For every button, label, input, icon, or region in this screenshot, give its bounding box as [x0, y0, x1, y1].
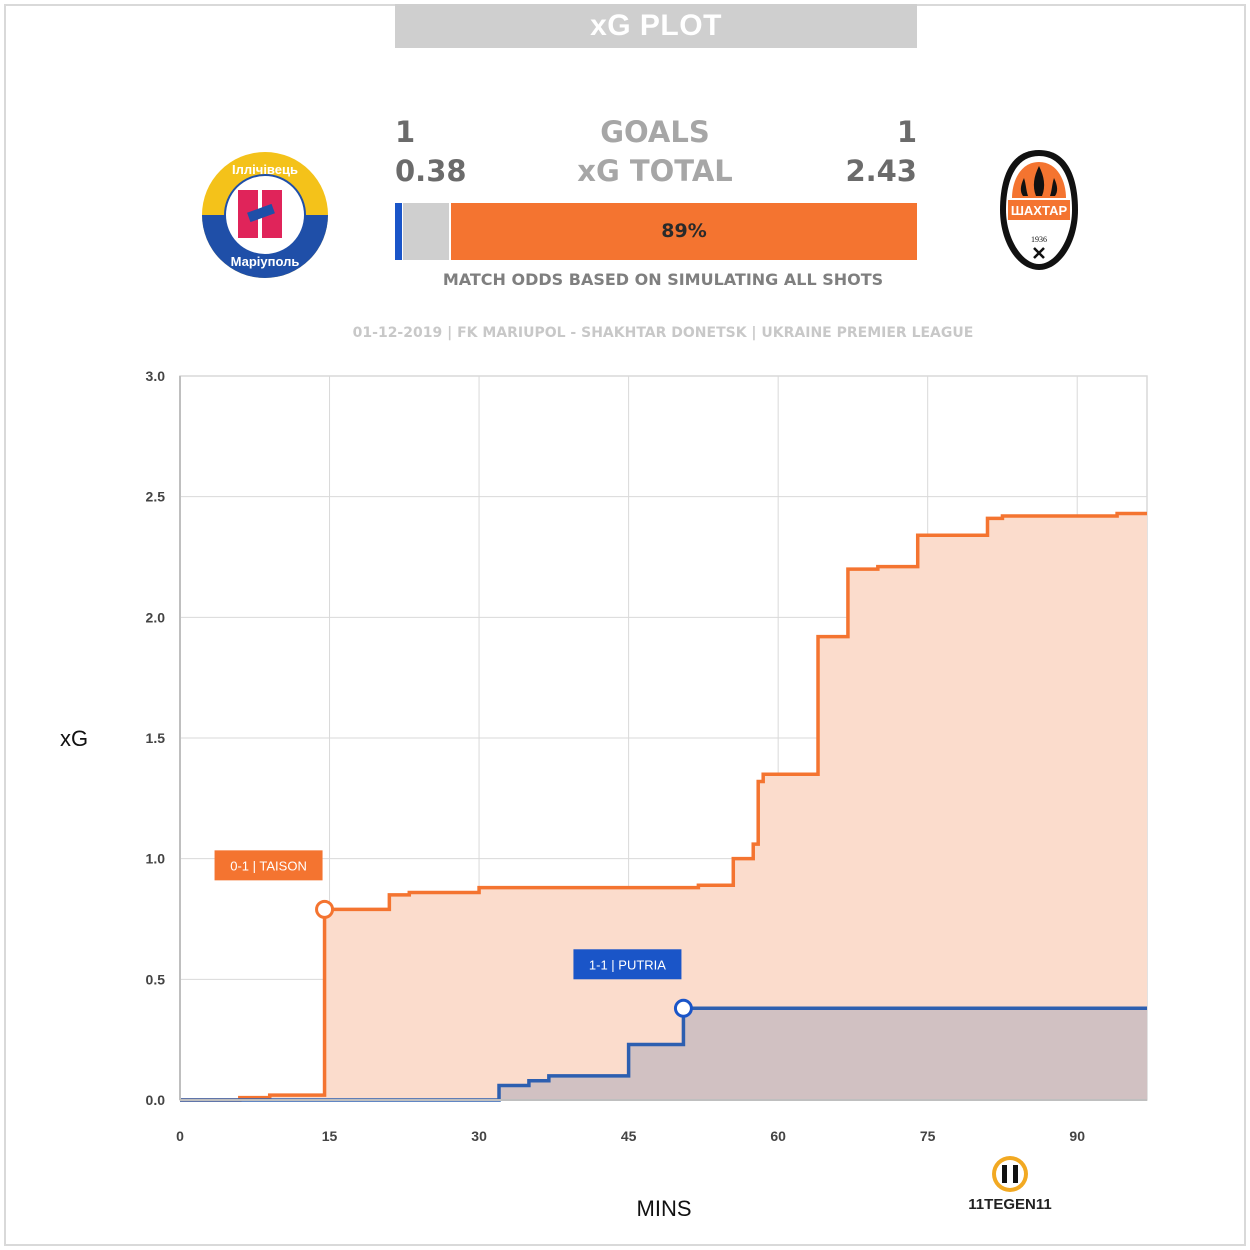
- x-axis-label: MINS: [637, 1196, 692, 1221]
- away-xg-area: [180, 513, 1147, 1100]
- x-tick-label: 45: [621, 1128, 637, 1144]
- x-tick-label: 75: [920, 1128, 936, 1144]
- home-goals: 1: [395, 115, 416, 149]
- goal-label-box: [573, 949, 682, 980]
- away-win-odds-segment: [451, 203, 917, 260]
- match-info: 01-12-2019 | FK MARIUPOL - SHAKHTAR DONE…: [352, 325, 974, 341]
- xg-total-label: xG TOTAL: [577, 154, 733, 188]
- goal-label-text: 0-1 | TAISON: [230, 858, 307, 873]
- goal-label-text: 1-1 | PUTRIA: [589, 957, 666, 972]
- chart-title: xG PLOT: [395, 4, 917, 48]
- home-crest-bottom-text: Маріуполь: [231, 254, 300, 269]
- away-crest-year: 1936: [1031, 235, 1047, 244]
- away-win-odds-label: 89%: [661, 220, 707, 242]
- x-tick-label: 60: [770, 1128, 786, 1144]
- series-lines: [180, 511, 1147, 1102]
- goals-label: GOALS: [600, 115, 710, 149]
- away-xg-line: [180, 511, 1147, 1102]
- away-crest-text: ШАХТАР: [1011, 203, 1068, 218]
- x-tick-label: 90: [1069, 1128, 1085, 1144]
- 11tegen11-logo: 11TEGEN11: [968, 1156, 1052, 1213]
- away-club-crest: ШАХТАР 1936: [1000, 150, 1078, 270]
- y-tick-label: 1.5: [146, 730, 166, 746]
- areas: [180, 513, 1147, 1100]
- y-tick-label: 0.0: [146, 1092, 166, 1108]
- home-win-odds-segment: [395, 203, 402, 260]
- goal-marker: [315, 899, 335, 919]
- match-odds-bar: 89%: [395, 203, 917, 260]
- home-xg-area: [180, 1008, 1147, 1100]
- goal-marker: [673, 998, 693, 1018]
- y-tick-label: 2.5: [146, 489, 166, 505]
- y-tick-label: 1.0: [146, 851, 166, 867]
- goal-label-box: [214, 850, 323, 881]
- odds-caption: MATCH ODDS BASED ON SIMULATING ALL SHOTS: [442, 270, 884, 289]
- home-club-crest: Іллічівець Маріуполь: [202, 152, 328, 278]
- brand-text: 11TEGEN11: [968, 1196, 1051, 1213]
- home-xg-line: [180, 1006, 1147, 1102]
- x-tick-label: 15: [322, 1128, 338, 1144]
- away-goals: 1: [896, 115, 917, 149]
- x-tick-label: 30: [471, 1128, 487, 1144]
- home-crest-top-text: Іллічівець: [232, 162, 298, 177]
- draw-odds-segment: [403, 203, 449, 260]
- y-tick-label: 0.5: [146, 971, 166, 987]
- away-xg-total: 2.43: [845, 154, 917, 188]
- annotations: 0-1 | TAISON 1-1 | PUTRIA: [214, 850, 693, 1018]
- x-tick-label: 0: [176, 1128, 184, 1144]
- y-axis-label: xG: [60, 726, 88, 751]
- home-xg-total: 0.38: [395, 154, 467, 188]
- axes: 0.0 0.5 1.0 1.5 2.0 2.5 3.0 0 15 30 45 60 75 90: [146, 368, 1147, 1144]
- y-tick-label: 3.0: [146, 368, 166, 384]
- y-tick-label: 2.0: [146, 609, 166, 625]
